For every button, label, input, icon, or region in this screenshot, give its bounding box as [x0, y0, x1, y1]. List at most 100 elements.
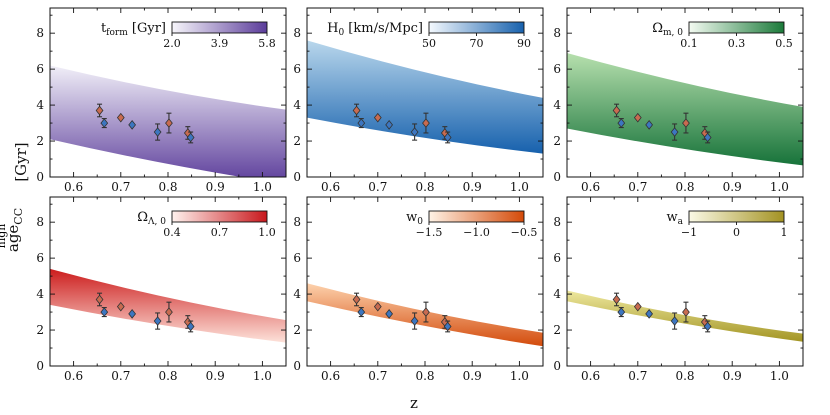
data-point-s1-2: [153, 316, 162, 326]
colorbar-tick: 2.0: [163, 37, 181, 50]
colorbar-tick: 0.3: [728, 37, 746, 50]
y-tick-label: 2: [36, 323, 44, 337]
colorbar-tick: 0.4: [163, 226, 181, 239]
x-tick-label: 0.9: [206, 369, 225, 383]
colorbar-label: wa: [666, 210, 683, 227]
panel-tform: 0.6 0.7 0.8 0.9 1.0 0 2 4 6 8 2.0 3.9 5.8 tform [Gyr]: [36, 7, 287, 194]
data-point-s0-1: [633, 301, 642, 312]
model-band: [307, 40, 543, 154]
colorbar-tick: 70: [470, 37, 484, 50]
panel-wa: 0.6 0.7 0.8 0.9 1.0 0 2 4 6 8 −1 0 1 wa: [553, 196, 804, 383]
data-point-s0-1: [373, 112, 382, 123]
x-tick-label: 0.6: [64, 180, 83, 194]
data-point-s0-2: [165, 118, 173, 128]
data-point-s0-2: [682, 307, 690, 317]
y-tick-label: 8: [36, 215, 44, 229]
y-tick-label: 4: [293, 98, 301, 112]
data-point-s0-0: [352, 105, 361, 116]
x-tick-label: 0.9: [723, 180, 742, 194]
data-point-s0-1: [116, 112, 125, 123]
panel-OL: 0.6 0.7 0.8 0.9 1.0 0 2 4 6 8 0.4 0.7 1.0 ΩΛ, 0: [36, 196, 287, 383]
x-tick-label: 0.8: [158, 180, 177, 194]
data-point-s0-2: [422, 118, 430, 128]
data-point-s0-1: [373, 301, 382, 312]
x-tick-label: 0.7: [628, 369, 647, 383]
y-tick-label: 2: [553, 134, 561, 148]
colorbar-tick: −1: [681, 226, 697, 239]
data-point-s0-1: [116, 301, 125, 312]
colorbar-tick: 1.0: [258, 226, 276, 239]
colorbar: −1.5 −1.0 −0.5 w0: [406, 210, 537, 239]
y-tick-label: 0: [553, 359, 561, 373]
data-point-s1-3: [703, 132, 712, 143]
panel-w0: 0.6 0.7 0.8 0.9 1.0 0 2 4 6 8 −1.5 −1.0 −0.5 w0: [293, 196, 544, 383]
data-point-s1-2: [670, 316, 679, 326]
y-tick-label: 4: [553, 287, 561, 301]
y-tick-label: 4: [36, 287, 44, 301]
x-tick-label: 0.6: [581, 369, 600, 383]
y-tick-label: 6: [553, 62, 561, 76]
data-point-s0-0: [95, 294, 104, 305]
colorbar-tick: −0.5: [511, 226, 538, 239]
y-tick-label: 0: [293, 170, 301, 184]
colorbar-tick: 0.1: [680, 37, 698, 50]
data-point-s1-3: [443, 321, 452, 332]
x-tick-label: 1.0: [510, 369, 529, 383]
colorbar: −1 0 1 wa: [666, 210, 787, 239]
x-tick-label: 1.0: [770, 180, 789, 194]
colorbar-label: tform [Gyr]: [101, 21, 166, 38]
y-tick-label: 6: [553, 251, 561, 265]
x-tick-label: 1.0: [253, 369, 272, 383]
colorbar-label: Ωm, 0: [652, 21, 683, 38]
x-tick-label: 0.9: [206, 180, 225, 194]
x-tick-label: 0.9: [463, 369, 482, 383]
y-tick-label: 8: [36, 26, 44, 40]
colorbar-tick: 0.5: [775, 37, 793, 50]
data-point-s1-0: [100, 307, 109, 317]
data-point-s0-0: [352, 294, 361, 305]
colorbar-label: ΩΛ, 0: [137, 210, 166, 227]
y-tick-label: 6: [293, 251, 301, 265]
x-tick-label: 0.6: [321, 180, 340, 194]
x-tick-label: 0.7: [111, 369, 130, 383]
colorbar-tick: 0: [733, 226, 740, 239]
y-tick-label: 6: [36, 62, 44, 76]
x-tick-label: 1.0: [770, 369, 789, 383]
y-tick-label: 2: [293, 134, 301, 148]
y-axis-unit: [Gyr]: [12, 142, 30, 181]
y-tick-label: 4: [36, 98, 44, 112]
colorbar-tick: 1: [781, 226, 788, 239]
colorbar-tick: 3.9: [211, 37, 229, 50]
y-tick-label: 2: [36, 134, 44, 148]
x-tick-label: 0.9: [463, 180, 482, 194]
data-point-s1-1: [128, 120, 137, 130]
model-band: [50, 268, 286, 343]
data-point-s1-1: [385, 120, 394, 130]
x-tick-label: 1.0: [253, 180, 272, 194]
x-axis-label: z: [410, 394, 418, 412]
data-point-s0-2: [682, 118, 690, 128]
colorbar: 0.1 0.3 0.5 Ωm, 0: [652, 21, 793, 50]
x-tick-label: 0.7: [368, 180, 387, 194]
data-point-s0-2: [165, 307, 173, 317]
data-point-s0-0: [95, 105, 104, 116]
panel-H0: 0.6 0.7 0.8 0.9 1.0 0 2 4 6 8 50 70 90 H0 [km/s/Mpc]: [293, 7, 544, 194]
data-point-s1-2: [410, 316, 419, 326]
x-tick-label: 0.7: [368, 369, 387, 383]
colorbar-tick: 0.7: [211, 226, 229, 239]
colorbar-tick: −1.0: [463, 226, 490, 239]
colorbar: 0.4 0.7 1.0 ΩΛ, 0: [137, 210, 275, 239]
x-tick-label: 1.0: [510, 180, 529, 194]
data-point-s1-3: [443, 132, 452, 143]
data-point-s0-0: [612, 105, 621, 116]
y-tick-label: 0: [36, 170, 44, 184]
data-point-s1-0: [617, 307, 626, 317]
colorbar-tick: −1.5: [416, 226, 443, 239]
data-point-s1-1: [128, 309, 137, 319]
colorbar: 2.0 3.9 5.8 tform [Gyr]: [101, 21, 276, 50]
data-point-s1-2: [670, 127, 679, 137]
y-tick-label: 8: [293, 215, 301, 229]
data-point-s1-1: [645, 120, 654, 130]
x-tick-label: 0.8: [415, 180, 434, 194]
